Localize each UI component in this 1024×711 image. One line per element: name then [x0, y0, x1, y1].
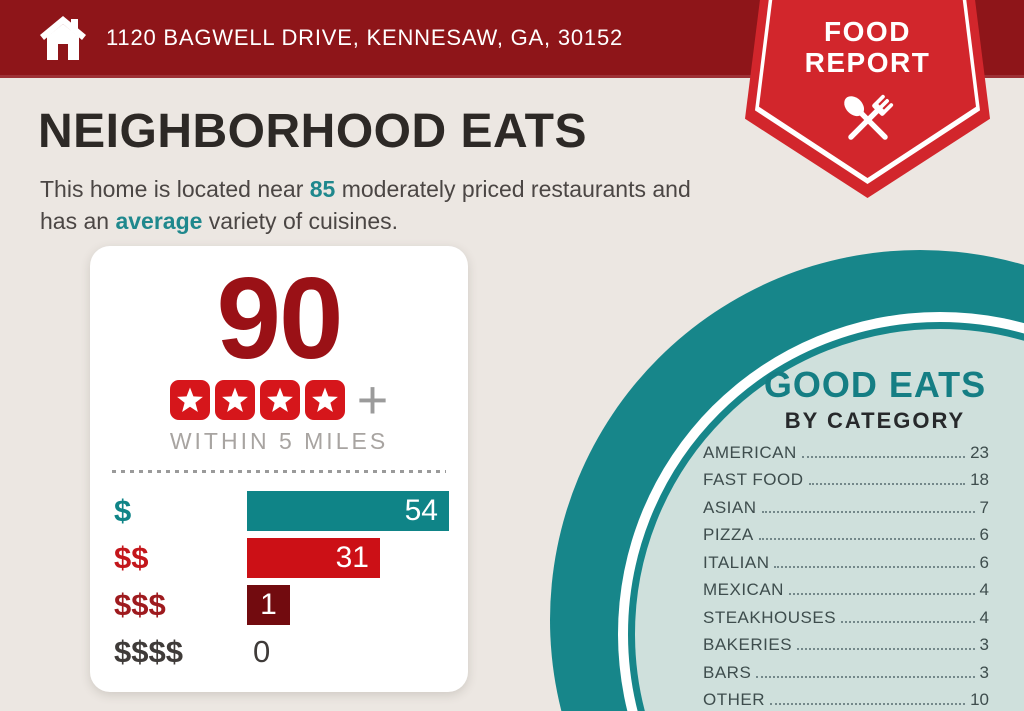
category-count: 6: [979, 525, 989, 544]
price-tier-label: $$$: [114, 586, 166, 622]
restaurant-count-highlight: 85: [309, 176, 336, 202]
dotted-leader: [808, 483, 966, 485]
price-tier-row: $$ 31: [114, 534, 468, 581]
category-row: BARS 3: [703, 658, 989, 686]
ribbon-title-line2: REPORT: [804, 47, 931, 79]
property-address: 1120 BAGWELL DRIVE, KENNESAW, GA, 30152: [106, 24, 624, 50]
bar-value: 1: [260, 587, 277, 621]
star-icon: [214, 380, 255, 420]
dotted-leader: [756, 675, 975, 678]
category-label: ASIAN: [703, 497, 757, 517]
category-count: 3: [979, 662, 989, 682]
dotted-leader: [774, 565, 975, 568]
page-subtitle: This home is located near 85 moderately …: [40, 176, 691, 234]
category-label: PIZZA: [703, 525, 754, 544]
score-caption: WITHIN 5 MILES: [169, 428, 389, 454]
crossed-spoon-fork-icon: [843, 94, 893, 140]
restaurant-score-card: 90 + WITHIN 5 MILES $54 $$ 31 $$$ 1 $$$$ 0: [90, 246, 468, 692]
dotted-leader: [841, 620, 975, 623]
category-row: PIZZA 6: [703, 521, 989, 549]
category-label: ITALIAN: [703, 552, 770, 572]
category-count: 3: [979, 635, 989, 654]
category-count: 4: [979, 580, 989, 599]
price-tier-label: $$$$: [114, 633, 183, 669]
dotted-leader: [770, 703, 966, 705]
by-category-subtitle: BY CATEGORY: [784, 408, 966, 433]
star-icon: [259, 380, 300, 420]
price-tier-label: $: [114, 492, 132, 528]
category-label: BAKERIES: [703, 635, 793, 654]
category-row: ITALIAN 6: [703, 548, 989, 576]
dotted-divider: [112, 470, 446, 473]
bar-value: 54: [404, 493, 438, 527]
home-icon: [40, 15, 86, 60]
dotted-leader: [788, 593, 975, 595]
subtitle-text: This home is located near: [40, 176, 310, 202]
bar-value-zero: 0: [253, 633, 271, 669]
price-tier-bar: 1: [247, 584, 290, 625]
category-count: 7: [979, 497, 989, 517]
price-tier-row: $54: [114, 487, 468, 534]
category-count: 10: [970, 690, 989, 709]
category-label: OTHER: [703, 690, 765, 709]
page-title: NEIGHBORHOOD EATS: [38, 105, 587, 158]
category-row: FAST FOOD 18: [703, 466, 989, 494]
good-eats-title: GOOD EATS: [763, 364, 987, 405]
price-tier-row: $$$$ 0: [114, 628, 468, 675]
category-row: OTHER 10: [703, 686, 989, 711]
price-tier-row: $$$ 1: [114, 581, 468, 628]
price-tier-bar: 31: [247, 537, 380, 578]
category-row: MEXICAN 4: [703, 576, 989, 604]
category-label: FAST FOOD: [703, 470, 804, 489]
variety-highlight: average: [115, 207, 203, 234]
star-icon: [169, 380, 210, 420]
category-count-list: AMERICAN 23 FAST FOOD 18 ASIAN 7 PIZZA 6 ITALIAN…: [703, 438, 989, 711]
dotted-leader: [797, 648, 975, 650]
dotted-leader: [761, 510, 975, 513]
category-row: AMERICAN 23: [703, 438, 989, 466]
restaurant-score: 90: [216, 253, 343, 383]
category-count: 6: [979, 552, 989, 572]
category-row: STEAKHOUSES 4: [703, 603, 989, 631]
dotted-leader: [801, 455, 966, 458]
category-count: 4: [979, 607, 989, 627]
price-tier-bar: 54: [247, 490, 449, 531]
plus-sign: +: [356, 370, 389, 430]
category-count: 23: [970, 442, 989, 462]
star-rating: +: [90, 370, 468, 430]
category-label: MEXICAN: [703, 580, 784, 599]
category-row: BAKERIES 3: [703, 631, 989, 659]
category-label: AMERICAN: [703, 442, 797, 462]
price-tier-bar-chart: $54 $$ 31 $$$ 1 $$$$ 0: [90, 487, 468, 675]
bar-value: 31: [335, 540, 369, 574]
category-count: 18: [970, 470, 989, 489]
category-label: STEAKHOUSES: [703, 607, 837, 627]
star-icon: [304, 380, 345, 420]
dotted-leader: [758, 538, 975, 540]
price-tier-label: $$: [114, 539, 149, 575]
category-row: ASIAN 7: [703, 493, 989, 521]
category-panel-heading: GOOD EATS BY CATEGORY: [740, 364, 1010, 434]
food-report-ribbon: FOOD REPORT: [745, 0, 990, 198]
category-label: BARS: [703, 662, 752, 682]
ribbon-title-line1: FOOD: [824, 16, 911, 47]
